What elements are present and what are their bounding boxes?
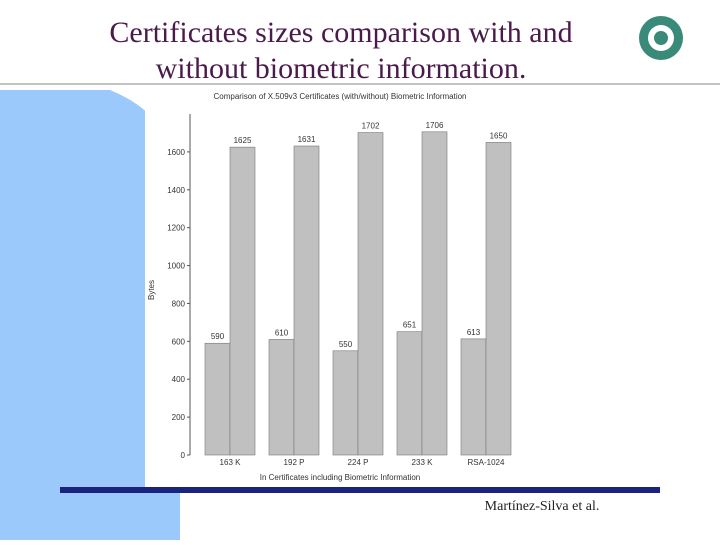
chart-title: Comparison of X.509v3 Certificates (with… <box>214 92 467 101</box>
data-label: 590 <box>211 332 225 341</box>
y-tick-label: 800 <box>172 299 186 308</box>
y-tick-label: 1400 <box>167 186 185 195</box>
bar <box>204 342 231 456</box>
data-label: 1650 <box>490 131 508 140</box>
x-tick-label: 233 K <box>412 458 434 467</box>
bar <box>460 338 487 456</box>
data-label: 651 <box>403 321 417 330</box>
slide-title: without biometric information. <box>156 52 527 85</box>
bar <box>268 339 295 456</box>
data-label: 613 <box>467 328 481 337</box>
bar <box>421 131 448 456</box>
y-axis-label: Bytes <box>147 280 156 300</box>
data-label: 1706 <box>426 121 444 130</box>
y-tick-label: 400 <box>172 375 186 384</box>
y-tick-label: 200 <box>172 413 186 422</box>
logo <box>639 16 683 60</box>
x-tick-label: 163 K <box>220 458 242 467</box>
y-tick-label: 0 <box>181 451 186 460</box>
y-tick-label: 1200 <box>167 224 185 233</box>
footer: Martínez-Silva et al. <box>485 499 600 514</box>
data-label: 1631 <box>298 135 316 144</box>
data-label: 1625 <box>234 136 252 145</box>
y-tick-label: 1000 <box>167 262 185 271</box>
x-tick-label: 224 P <box>348 458 369 467</box>
slide-title: Certificates sizes comparison with and <box>109 16 572 49</box>
data-label: 1702 <box>362 122 380 131</box>
bar <box>332 350 359 456</box>
bar <box>396 331 423 456</box>
x-tick-label: 192 P <box>284 458 305 467</box>
x-tick-label: RSA-1024 <box>468 458 505 467</box>
bar <box>293 145 320 456</box>
decor-left <box>0 90 180 540</box>
y-tick-label: 600 <box>172 337 186 346</box>
data-label: 550 <box>339 340 353 349</box>
footer-bar <box>60 487 660 493</box>
bar <box>357 132 384 456</box>
x-axis-label: In Certificates including Biometric Info… <box>260 473 421 482</box>
bar <box>229 146 256 456</box>
bar <box>485 142 512 456</box>
y-tick-label: 1600 <box>167 148 185 157</box>
data-label: 610 <box>275 328 289 337</box>
